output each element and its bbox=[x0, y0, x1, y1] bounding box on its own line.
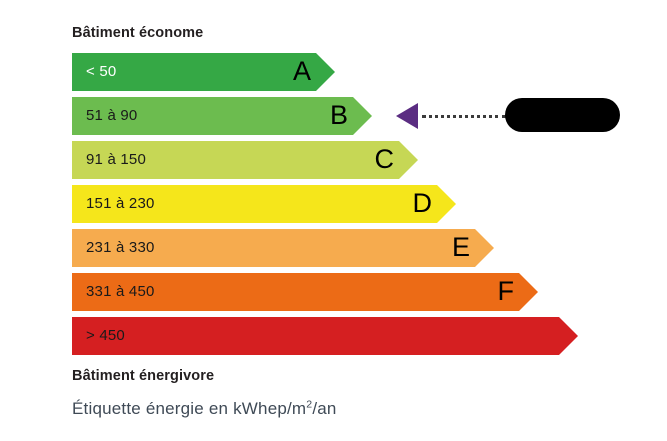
energy-class-row: > 450 bbox=[72, 317, 578, 355]
energy-class-bar bbox=[72, 53, 335, 91]
energy-class-range-label: 51 à 90 bbox=[86, 107, 138, 124]
unit-caption-suffix: /an bbox=[312, 399, 337, 418]
energy-class-range-label: 331 à 450 bbox=[86, 283, 155, 300]
redaction-blob bbox=[505, 98, 620, 132]
energy-class-bar bbox=[72, 141, 418, 179]
energy-class-row: 331 à 450 F bbox=[72, 273, 538, 311]
energy-class-bar bbox=[72, 229, 494, 267]
label-unit-caption: Étiquette énergie en kWhep/m2/an bbox=[72, 399, 337, 419]
energy-class-row: < 50 A bbox=[72, 53, 335, 91]
marker-dotted-leader bbox=[422, 115, 506, 118]
energy-class-letter: D bbox=[412, 188, 433, 218]
energy-class-range-label: 151 à 230 bbox=[86, 195, 155, 212]
energy-class-range-label: > 450 bbox=[86, 327, 125, 344]
energy-class-bar bbox=[72, 273, 538, 311]
selected-class-arrow-icon bbox=[396, 103, 418, 129]
label-caption-inefficient: Bâtiment énergivore bbox=[72, 368, 215, 384]
energy-class-bar bbox=[72, 185, 456, 223]
energy-class-range-label: 91 à 150 bbox=[86, 151, 146, 168]
energy-class-row: 151 à 230 D bbox=[72, 185, 456, 223]
energy-class-letter: C bbox=[374, 144, 395, 174]
energy-class-row: 51 à 90 B bbox=[72, 97, 372, 135]
energy-class-bar bbox=[72, 317, 578, 355]
label-caption-efficient: Bâtiment économe bbox=[72, 25, 204, 41]
energy-class-range-label: 231 à 330 bbox=[86, 239, 155, 256]
energy-class-row: 91 à 150 C bbox=[72, 141, 418, 179]
energy-class-letter: F bbox=[497, 276, 515, 306]
energy-class-letter: B bbox=[329, 100, 348, 130]
energy-class-range-label: < 50 bbox=[86, 63, 117, 80]
energy-class-row: 231 à 330 E bbox=[72, 229, 494, 267]
energy-class-letter: A bbox=[292, 56, 311, 86]
unit-caption-exponent: 2 bbox=[306, 398, 313, 411]
unit-caption-prefix: Étiquette énergie en kWhep/m bbox=[72, 399, 307, 418]
energy-class-bar bbox=[72, 97, 372, 135]
energy-class-letter: E bbox=[451, 232, 470, 262]
